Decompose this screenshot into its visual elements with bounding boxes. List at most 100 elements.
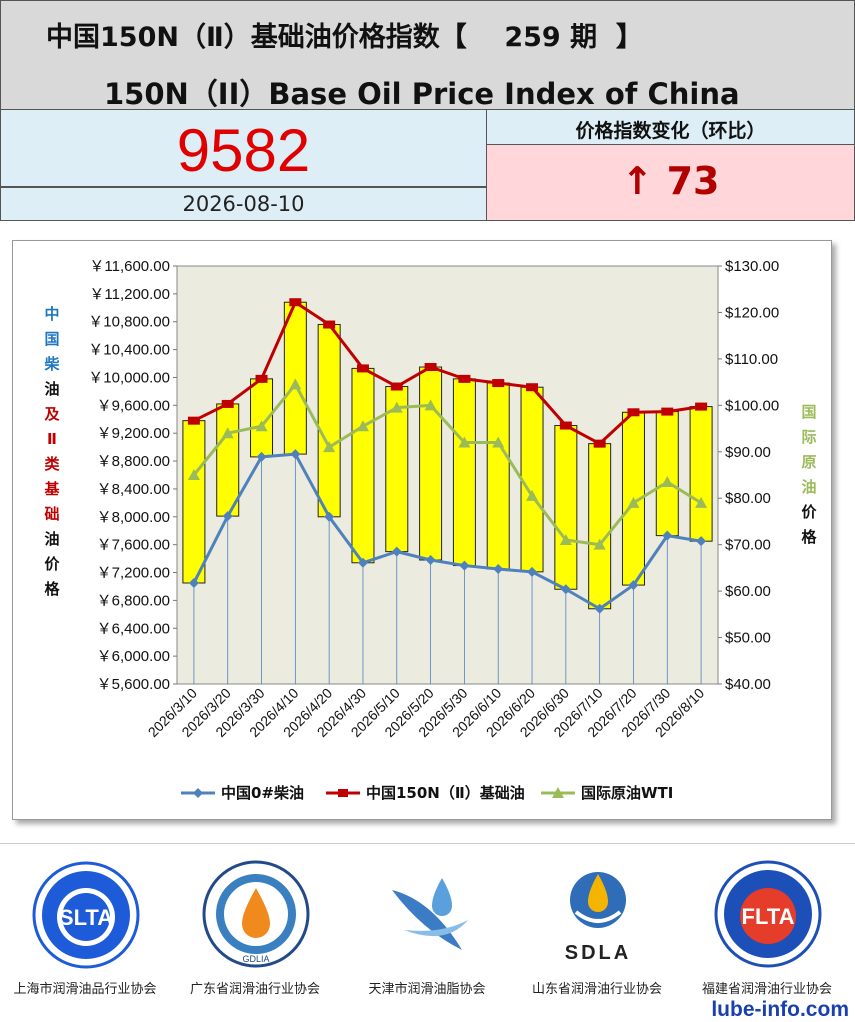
point-diesel	[628, 580, 639, 591]
point-wti	[255, 420, 268, 432]
point-base-oil	[289, 298, 302, 307]
point-diesel	[256, 451, 267, 462]
y-right-axis-title: 国	[801, 403, 816, 421]
point-wti	[187, 469, 200, 480]
point-base-oil	[221, 399, 234, 408]
hilo-bar	[520, 386, 544, 573]
slta-logo: SLTA	[32, 861, 140, 969]
point-wti	[424, 399, 437, 411]
point-wti	[221, 427, 234, 439]
divider	[0, 843, 855, 844]
y-right-tick-label: $100.00	[725, 397, 779, 414]
tianjin-logo	[392, 878, 468, 950]
point-diesel	[662, 530, 673, 541]
point-diesel	[425, 554, 436, 565]
point-base-oil	[424, 363, 437, 372]
y-left-tick-label: ￥9,600.00	[97, 397, 170, 414]
y-left-tick-label: ￥10,800.00	[88, 314, 170, 331]
point-diesel	[594, 603, 605, 614]
index-date-box: 2026-08-10	[0, 187, 487, 221]
slta-abbr: SLTA	[59, 905, 113, 930]
y-left-tick-label: ￥7,200.00	[97, 565, 170, 582]
y-left-tick-label: ￥9,200.00	[97, 425, 170, 442]
point-diesel	[222, 511, 233, 522]
hilo-bar	[351, 367, 375, 564]
point-base-oil	[593, 439, 606, 448]
title-en: 150N（II）Base Oil Price Index of China	[104, 77, 740, 111]
point-diesel	[459, 560, 470, 571]
point-base-oil	[356, 364, 369, 373]
index-value-box: 9582	[0, 109, 487, 187]
gdlia-abbr: GDLIA	[242, 954, 269, 964]
y-left-axis-title: 价	[44, 555, 60, 573]
title-cn: 中国150N（Ⅱ）基础油价格指数【 259 期 】	[46, 22, 643, 53]
y-left-tick-label: ￥8,400.00	[97, 481, 170, 498]
point-diesel	[324, 511, 335, 522]
y-right-axis-title: 价	[801, 503, 817, 521]
point-base-oil	[492, 379, 505, 388]
point-wti	[695, 496, 708, 508]
y-right-tick-label: $110.00	[725, 351, 778, 368]
y-left-tick-label: ￥8,800.00	[97, 453, 170, 470]
hilo-bar	[216, 403, 240, 517]
hilo-bar	[689, 406, 713, 542]
org-sdla: SDLA 山东省润滑油行业协会	[512, 860, 682, 997]
y-left-axis-title: 油	[44, 530, 59, 548]
point-diesel	[527, 566, 538, 577]
org-name: 上海市润滑油品行业协会	[13, 982, 157, 997]
hilo-bar	[182, 420, 206, 584]
price-chart: ￥11,600.00 ￥11,200.00 ￥10,800.00 ￥10,400.00…	[43, 258, 817, 802]
legend-label: 中国150N（Ⅱ）基础油	[366, 784, 525, 802]
point-wti	[526, 489, 539, 501]
y-right-tick-label: $60.00	[725, 583, 771, 600]
index-date: 2026-08-10	[182, 192, 305, 216]
flta-abbr: FLTA	[742, 904, 795, 929]
point-diesel	[560, 584, 571, 595]
point-diesel	[696, 536, 707, 547]
chart-panel: ￥11,600.00 ￥11,200.00 ￥10,800.00 ￥10,400.00…	[12, 240, 832, 820]
y-left-tick-label: ￥11,200.00	[89, 286, 170, 303]
hilo-bar	[486, 382, 510, 570]
point-wti	[390, 401, 403, 413]
y-right-tick-label: $80.00	[725, 490, 771, 507]
website-link[interactable]: lube-info.com	[711, 998, 849, 1021]
legend-marker	[193, 788, 203, 798]
y-left-axis-title: 类	[44, 455, 60, 473]
y-left-tick-label: ￥11,600.00	[89, 258, 170, 275]
y-left-tick-label: ￥6,400.00	[97, 620, 170, 637]
point-base-oil	[187, 416, 200, 425]
y-right-tick-label: $70.00	[725, 537, 771, 554]
point-base-oil	[627, 408, 640, 417]
y-left-axis-title: 柴	[43, 355, 60, 373]
point-wti	[289, 378, 302, 390]
y-left-axis-title: 油	[44, 380, 59, 398]
hilo-bar	[655, 411, 679, 537]
point-base-oil	[695, 402, 708, 411]
index-value: 9582	[176, 117, 311, 184]
point-wti	[492, 436, 505, 448]
y-left-axis-title: 国	[44, 330, 59, 348]
y-right-tick-label: $120.00	[725, 304, 779, 321]
org-name: 山东省润滑油行业协会	[531, 982, 662, 997]
point-wti	[356, 420, 369, 432]
org-name: 天津市润滑油脂协会	[368, 982, 486, 997]
org-name: 广东省润滑油行业协会	[189, 982, 320, 997]
y-right-tick-label: $40.00	[725, 676, 771, 693]
point-base-oil	[559, 421, 572, 430]
point-base-oil	[323, 320, 336, 329]
gdlia-logo: GDLIA	[202, 860, 310, 968]
y-right-axis-title: 格	[801, 528, 817, 546]
legend-label: 国际原油WTI	[581, 784, 673, 802]
header: 中国150N（Ⅱ）基础油价格指数【 259 期 】 150N（II）Base O…	[0, 0, 855, 111]
hilo-bar	[317, 324, 341, 518]
legend-marker	[338, 789, 348, 797]
legend-marker	[552, 787, 564, 798]
y-left-tick-label: ￥7,600.00	[97, 537, 170, 554]
y-left-axis-title: Ⅱ	[47, 430, 57, 448]
point-diesel	[357, 557, 368, 568]
org-gdlia: GDLIA 广东省润滑油行业协会	[170, 860, 340, 997]
change-title: 价格指数变化（环比）	[575, 120, 766, 142]
y-left-tick-label: ￥5,600.00	[97, 676, 170, 693]
flta-logo: FLTA	[714, 860, 822, 968]
y-right-axis-title: 际	[801, 428, 816, 446]
